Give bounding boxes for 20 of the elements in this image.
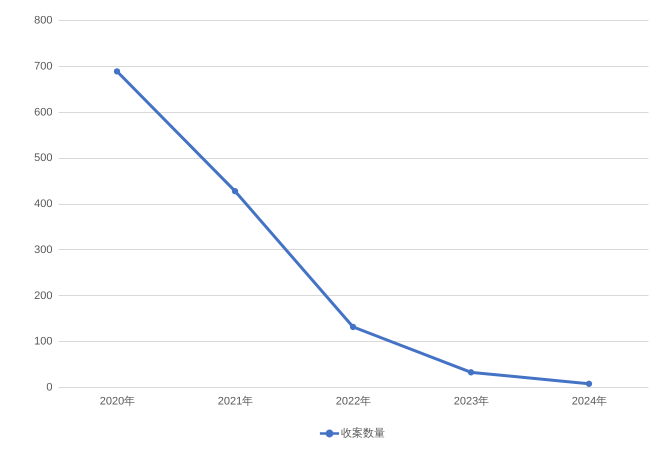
x-tick-label: 2024年 xyxy=(572,396,608,408)
y-tick-label: 800 xyxy=(34,14,52,26)
y-tick-label: 600 xyxy=(34,106,52,118)
legend-label: 收案数量 xyxy=(341,426,385,440)
y-tick-label: 500 xyxy=(34,152,52,164)
point xyxy=(350,324,356,330)
x-tick-label: 2022年 xyxy=(336,396,372,408)
y-tick-label: 700 xyxy=(34,60,52,72)
point xyxy=(232,188,238,194)
point xyxy=(114,68,120,75)
point xyxy=(468,369,474,376)
y-tick-label: 200 xyxy=(34,290,52,302)
point xyxy=(586,380,592,387)
y-tick-label: 400 xyxy=(34,198,52,210)
y-tick-label: 0 xyxy=(46,382,52,394)
y-tick-label: 100 xyxy=(34,336,52,348)
x-tick-label: 2021年 xyxy=(218,396,254,408)
x-tick-label: 2023年 xyxy=(454,396,490,408)
y-tick-label: 300 xyxy=(34,244,52,256)
x-tick-label: 2020年 xyxy=(100,396,136,408)
